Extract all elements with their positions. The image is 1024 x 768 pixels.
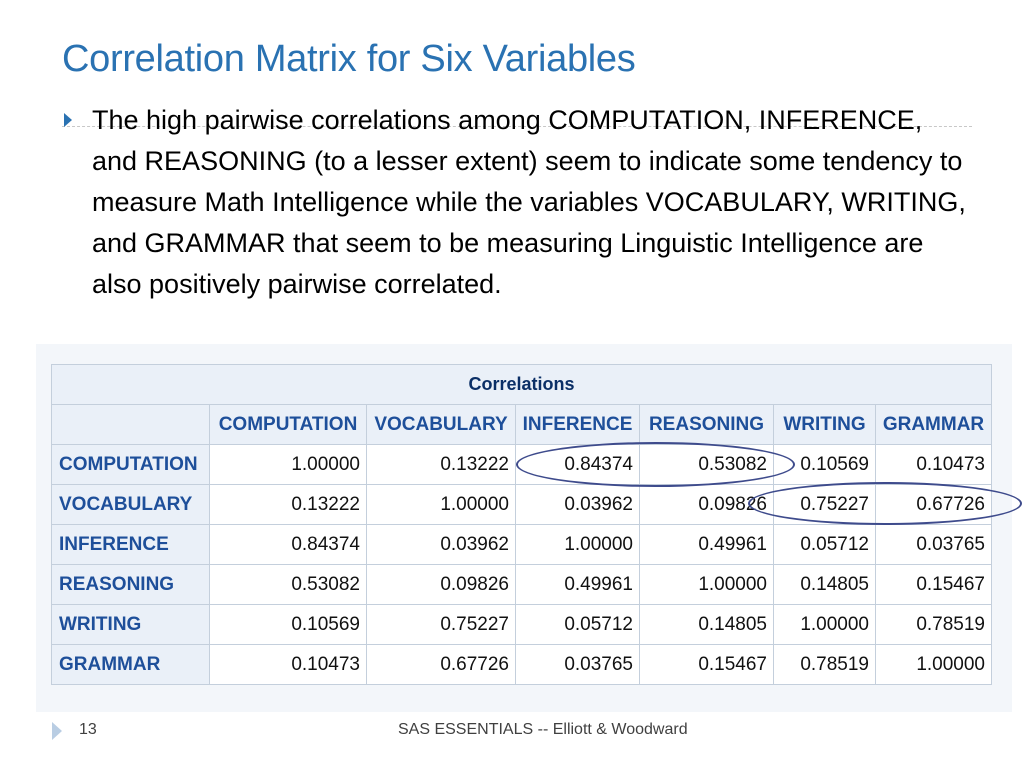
footer-triangle-icon — [52, 722, 62, 740]
column-header-grammar: GRAMMAR — [875, 404, 992, 445]
table-cell: 0.75227 — [366, 604, 516, 645]
table-cell: 0.03765 — [875, 524, 992, 565]
table-cell: 0.14805 — [773, 564, 876, 605]
column-header-vocabulary: VOCABULARY — [366, 404, 516, 445]
table-cell: 0.13222 — [209, 484, 367, 525]
table-cell: 0.03962 — [515, 484, 640, 525]
table-cell: 0.03962 — [366, 524, 516, 565]
table-row: INFERENCE 0.84374 0.03962 1.00000 0.4996… — [51, 524, 992, 565]
table-row: GRAMMAR 0.10473 0.67726 0.03765 0.15467 … — [51, 644, 992, 685]
table-cell: 0.10569 — [209, 604, 367, 645]
table-caption: Correlations — [51, 364, 992, 405]
table-cell: 0.09826 — [366, 564, 516, 605]
row-header-computation: COMPUTATION — [51, 444, 210, 485]
highlight-ellipse-linguistic — [748, 482, 1022, 525]
table-cell: 0.84374 — [209, 524, 367, 565]
bullet-triangle-icon — [64, 113, 72, 127]
table-cell: 0.53082 — [209, 564, 367, 605]
table-cell: 0.78519 — [773, 644, 876, 685]
table-cell: 0.13222 — [366, 444, 516, 485]
title-divider — [62, 126, 972, 127]
table-cell: 0.15467 — [875, 564, 992, 605]
table-row: WRITING 0.10569 0.75227 0.05712 0.14805 … — [51, 604, 992, 645]
row-header-writing: WRITING — [51, 604, 210, 645]
column-header-inference: INFERENCE — [515, 404, 640, 445]
table-row: REASONING 0.53082 0.09826 0.49961 1.0000… — [51, 564, 992, 605]
table-cell: 1.00000 — [875, 644, 992, 685]
row-header-inference: INFERENCE — [51, 524, 210, 565]
correlation-table: Correlations COMPUTATION VOCABULARY INFE… — [51, 364, 992, 685]
table-cell: 0.03765 — [515, 644, 640, 685]
table-cell: 1.00000 — [515, 524, 640, 565]
bullet-text: The high pairwise correlations among COM… — [92, 105, 966, 299]
table-cell: 1.00000 — [209, 444, 367, 485]
table-cell: 0.10473 — [209, 644, 367, 685]
column-header-computation: COMPUTATION — [209, 404, 367, 445]
row-header-grammar: GRAMMAR — [51, 644, 210, 685]
table-row: COMPUTATION 1.00000 0.13222 0.84374 0.53… — [51, 444, 992, 485]
column-header-writing: WRITING — [773, 404, 876, 445]
table-cell: 0.14805 — [639, 604, 774, 645]
slide-number: 13 — [79, 721, 97, 738]
table-cell: 1.00000 — [366, 484, 516, 525]
footer-text: SAS ESSENTIALS -- Elliott & Woodward — [398, 721, 688, 738]
table-cell: 0.05712 — [515, 604, 640, 645]
table-cell: 0.67726 — [366, 644, 516, 685]
row-header-vocabulary: VOCABULARY — [51, 484, 210, 525]
table-cell: 1.00000 — [639, 564, 774, 605]
table-cell: 0.05712 — [773, 524, 876, 565]
slide-title: Correlation Matrix for Six Variables — [62, 38, 636, 80]
table-cell: 0.49961 — [639, 524, 774, 565]
table-cell: 1.00000 — [773, 604, 876, 645]
table-cell: 0.49961 — [515, 564, 640, 605]
table-cell: 0.78519 — [875, 604, 992, 645]
table-cell: 0.15467 — [639, 644, 774, 685]
row-header-reasoning: REASONING — [51, 564, 210, 605]
table-cell: 0.10473 — [875, 444, 992, 485]
highlight-ellipse-math — [516, 442, 795, 487]
table-corner — [51, 404, 210, 445]
column-header-reasoning: REASONING — [639, 404, 774, 445]
